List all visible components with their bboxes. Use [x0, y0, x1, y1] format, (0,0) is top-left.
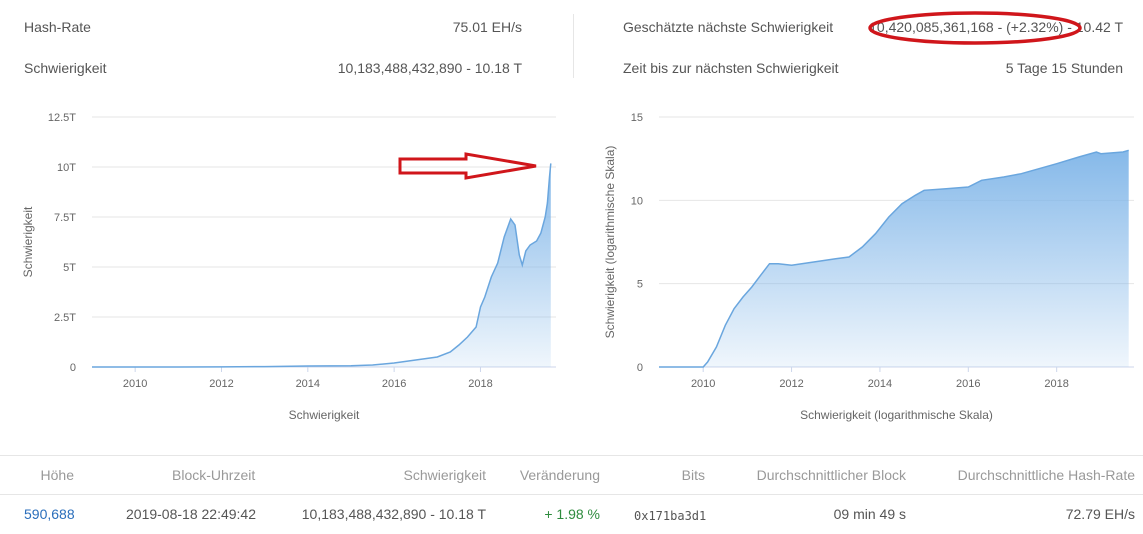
col-header-difficulty[interactable]: Schwierigkeit	[403, 467, 486, 483]
x-tick-label: 2014	[296, 378, 320, 390]
hash-rate-value: 75.01 EH/s	[452, 19, 522, 35]
col-header-bits[interactable]: Bits	[681, 467, 705, 483]
x-tick-label: 2016	[956, 378, 980, 390]
highlight-ellipse	[868, 11, 1082, 45]
col-header-change[interactable]: Veränderung	[519, 467, 600, 483]
y-tick-label: 10	[631, 195, 643, 207]
col-header-height[interactable]: Höhe	[40, 467, 74, 483]
next-difficulty-value: 10,420,085,361,168 - (+2.32%) - 10.42 T	[869, 19, 1123, 35]
x-tick-label: 2014	[868, 378, 892, 390]
series-line	[659, 149, 1129, 368]
y-tick-label: 2.5T	[54, 312, 76, 324]
x-tick-label: 2012	[779, 378, 803, 390]
y-tick-label: 10T	[57, 162, 76, 174]
y-tick-label: 5	[637, 279, 643, 291]
time-next-value: 5 Tage 15 Stunden	[1005, 60, 1123, 76]
series-area	[659, 150, 1129, 367]
red-arrow-annotation	[398, 152, 537, 180]
x-tick-label: 2016	[382, 378, 406, 390]
row-avg-hash: 72.79 EH/s	[1065, 506, 1135, 522]
row-block-time: 2019-08-18 22:49:42	[126, 506, 256, 522]
difficulty-chart: 0 2.5T 5T 7.5T 10T 12.5T 2010 2012 2014 2016 2018 S…	[21, 112, 556, 422]
series-area	[92, 163, 551, 367]
y-tick-label: 0	[70, 362, 76, 374]
time-next-label: Zeit bis zur nächsten Schwierigkeit	[623, 60, 839, 76]
row-bits: 0x171ba3d1	[634, 509, 707, 523]
highlight-ellipse-shape	[868, 11, 1082, 45]
hash-rate-label: Hash-Rate	[24, 19, 91, 35]
row-avg-block: 09 min 49 s	[833, 506, 906, 522]
col-header-avg-block[interactable]: Durchschnittlicher Block	[756, 467, 906, 483]
col-header-block-time[interactable]: Block-Uhrzeit	[172, 467, 256, 483]
y-tick-label: 15	[631, 112, 643, 124]
table-top-border	[0, 455, 1143, 456]
y-axis-title: Schwierigkeit (logarithmische Skala)	[603, 146, 617, 339]
difficulty-label: Schwierigkeit	[24, 60, 107, 76]
y-axis-title: Schwierigkeit	[21, 206, 35, 277]
x-tick-label: 2010	[691, 378, 715, 390]
row-change: + 1.98 %	[544, 506, 600, 522]
x-axis-title: Schwierigkeit (logarithmische Skala)	[800, 408, 993, 422]
x-tick-label: 2012	[209, 378, 233, 390]
row-difficulty: 10,183,488,432,890 - 10.18 T	[301, 506, 486, 522]
y-tick-label: 0	[637, 362, 643, 374]
row-height-link[interactable]: 590,688	[24, 506, 75, 522]
stats-divider	[573, 14, 574, 78]
y-tick-label: 12.5T	[48, 112, 76, 124]
y-tick-label: 5T	[63, 262, 76, 274]
next-difficulty-label: Geschätzte nächste Schwierigkeit	[623, 19, 834, 35]
series-line	[92, 163, 552, 368]
x-tick-label: 2018	[468, 378, 492, 390]
col-header-avg-hash[interactable]: Durchschnittliche Hash-Rate	[957, 467, 1135, 483]
x-axis-title: Schwierigkeit	[289, 408, 360, 422]
difficulty-log-chart: 0 5 10 15 2010 2012 2014 2016 2018 Schwierigkeit …	[603, 112, 1134, 422]
y-tick-label: 7.5T	[54, 212, 76, 224]
table-header-border	[0, 494, 1143, 495]
x-tick-label: 2010	[123, 378, 147, 390]
x-tick-label: 2018	[1044, 378, 1068, 390]
difficulty-value: 10,183,488,432,890 - 10.18 T	[337, 60, 522, 76]
